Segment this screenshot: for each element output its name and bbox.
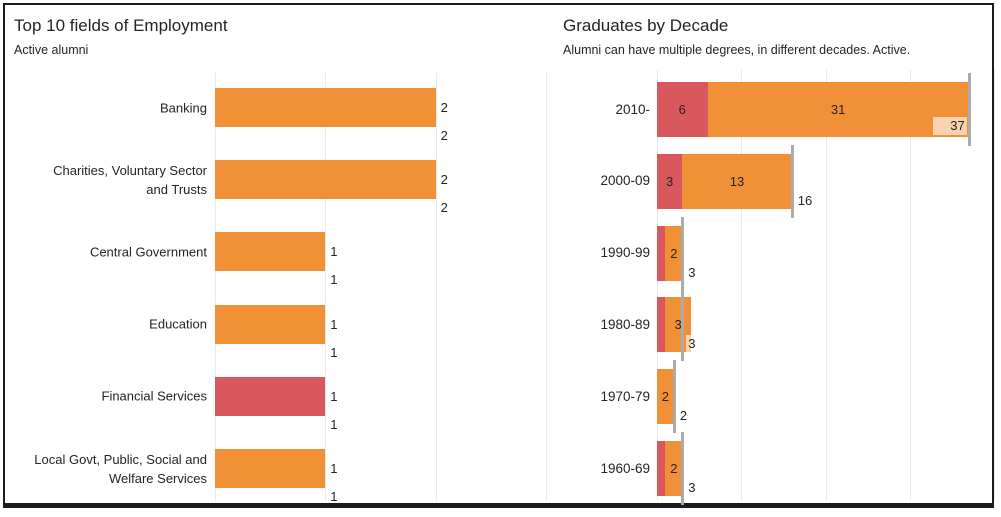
gridline (325, 73, 326, 500)
decade-chart-subtitle: Alumni can have multiple degrees, in dif… (563, 43, 911, 57)
bar-segment-orange[interactable] (665, 225, 683, 281)
bar-segment-orange[interactable] (682, 153, 792, 209)
total-label: 37 (932, 117, 967, 135)
category-label: 2000-09 (600, 173, 650, 189)
bar-red[interactable] (215, 376, 326, 416)
total-label: 1 (330, 344, 338, 360)
bar-orange[interactable] (215, 88, 436, 127)
employment-chart-subtitle: Active alumni (14, 43, 89, 57)
total-label: 1 (330, 489, 338, 504)
value-label: 1 (330, 316, 338, 332)
segment-value-label: 6 (678, 102, 686, 117)
gridline (741, 70, 742, 500)
total-label: 1 (330, 272, 338, 288)
bar-segment-red[interactable] (657, 82, 708, 137)
bar-segment-red[interactable] (657, 297, 666, 353)
category-label: Central Government (89, 244, 207, 260)
bar-segment-red[interactable] (657, 153, 683, 209)
bar-orange[interactable] (215, 304, 326, 344)
gridline (215, 73, 216, 500)
employment-chart-title: Top 10 fields of Employment (14, 16, 228, 35)
total-label: 16 (795, 191, 815, 210)
segment-value-label: 13 (729, 173, 745, 189)
category-label: 1960-69 (600, 460, 650, 476)
total-label: 3 (686, 335, 698, 354)
total-marker-line (681, 432, 685, 505)
gridline (546, 73, 547, 500)
gridline (994, 70, 995, 500)
gridline (436, 73, 437, 500)
total-marker-line (967, 73, 971, 146)
category-label: Education (149, 316, 207, 332)
total-label: 2 (677, 407, 690, 426)
category-label: Banking (160, 100, 207, 115)
segment-value-label: 31 (830, 102, 846, 117)
gridline (910, 70, 911, 500)
segment-value-label: 3 (666, 173, 674, 189)
total-label: 3 (686, 479, 698, 497)
bar-segment-orange[interactable] (707, 82, 969, 137)
category-label: Financial Services (101, 388, 208, 404)
value-label: 1 (330, 461, 338, 476)
bar-segment-red[interactable] (657, 441, 666, 496)
total-label: 3 (686, 263, 698, 282)
segment-value-label: 2 (661, 389, 670, 405)
value-label: 2 (440, 100, 448, 115)
value-label: 2 (440, 172, 448, 188)
category-label: Local Govt, Public, Social and Welfare S… (34, 451, 207, 486)
category-label: 1980-89 (600, 316, 650, 332)
category-label: 1990-99 (600, 245, 650, 261)
bar-orange[interactable] (215, 160, 436, 200)
category-label: 2010- (615, 101, 650, 117)
total-label: 2 (440, 200, 448, 216)
total-marker-line (681, 288, 685, 362)
total-marker-line (672, 360, 676, 434)
gridline (657, 70, 658, 500)
total-label: 1 (330, 416, 338, 432)
bar-segment-red[interactable] (657, 225, 666, 281)
bar-segment-orange[interactable] (657, 369, 674, 425)
value-label: 1 (330, 388, 338, 404)
category-label: 1970-79 (600, 388, 650, 404)
total-marker-line (681, 216, 685, 290)
bar-segment-orange[interactable] (665, 441, 683, 496)
gridline (826, 70, 827, 500)
segment-value-label: 2 (670, 461, 678, 476)
decade-chart-title: Graduates by Decade (563, 16, 729, 35)
segment-value-label: 3 (674, 317, 682, 333)
bar-orange[interactable] (215, 449, 326, 488)
total-label: 2 (440, 128, 448, 143)
value-label: 1 (330, 244, 338, 260)
category-label: Charities, Voluntary Sector and Trusts (53, 162, 207, 197)
bar-orange[interactable] (215, 232, 326, 272)
segment-value-label: 2 (670, 245, 678, 261)
total-marker-line (790, 144, 794, 218)
